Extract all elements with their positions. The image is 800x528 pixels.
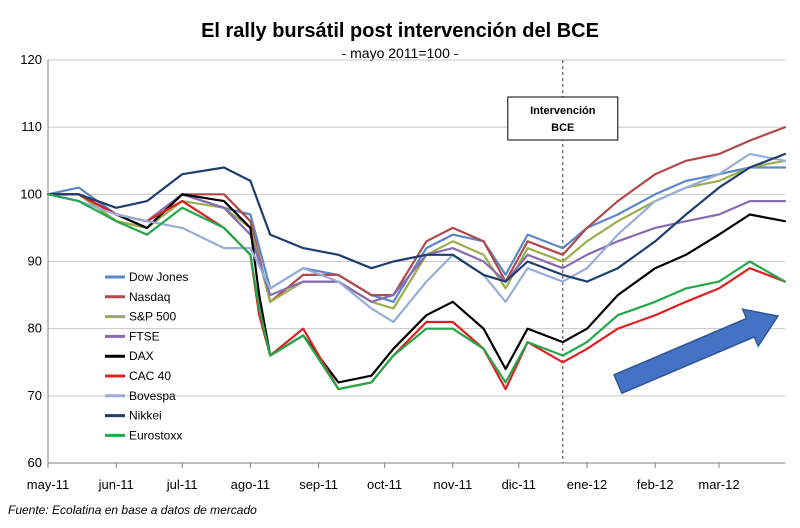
legend-label: FTSE	[129, 329, 160, 343]
legend-label: Nasdaq	[129, 290, 170, 304]
y-tick-label: 70	[28, 388, 42, 403]
series-lines	[46, 126, 787, 391]
series-line	[46, 193, 787, 391]
legend-label: CAC 40	[129, 369, 171, 383]
x-tick-label: mar-12	[698, 477, 739, 492]
y-tick-label: 100	[20, 186, 42, 201]
series-line	[46, 152, 787, 324]
trend-arrow	[613, 308, 780, 395]
x-tick-label: feb-12	[637, 477, 674, 492]
legend-label: DAX	[129, 349, 154, 363]
legend-label: Nikkei	[129, 409, 162, 423]
x-tick-label: ene-12	[567, 477, 607, 492]
x-tick-label: jul-11	[166, 477, 198, 492]
source-note: Fuente: Ecolatina en base a datos de mer…	[8, 503, 257, 517]
intervention-box	[507, 96, 619, 141]
chart-title: El rally bursátil post intervención del …	[201, 20, 599, 42]
legend: Dow Jones Nasdaq S&P 500 FTSE DAX CAC 40 Boves…	[105, 270, 188, 442]
x-tick-label: ago-11	[231, 477, 271, 492]
axes: 60 70 80 90 100 110 120 may-11 jun-11 jul-11 ago-1…	[20, 52, 785, 492]
legend-label: S&P 500	[129, 310, 176, 324]
x-tick-label: dic-11	[502, 477, 536, 492]
x-tick-label: nov-11	[433, 477, 472, 492]
chart-subtitle: - mayo 2011=100 -	[342, 45, 459, 61]
x-tick-label: may-11	[27, 477, 69, 492]
x-tick-label: sep-11	[299, 477, 338, 492]
annotation: Intervención BCE	[507, 60, 619, 463]
series-line	[46, 193, 787, 391]
trend-arrow-shape	[613, 308, 780, 395]
x-tick-label: oct-11	[367, 477, 402, 492]
intervention-label: BCE	[551, 122, 574, 134]
y-tick-label: 80	[28, 321, 42, 336]
y-tick-label: 120	[20, 52, 42, 67]
series-line	[46, 193, 787, 384]
intervention-label: Intervención	[530, 105, 596, 117]
y-tick-label: 110	[21, 119, 42, 134]
y-tick-label: 60	[28, 455, 42, 470]
legend-label: Bovespa	[129, 389, 176, 403]
y-tick-label: 90	[28, 254, 42, 269]
legend-label: Dow Jones	[129, 270, 188, 284]
legend-label: Eurostoxx	[129, 428, 182, 442]
x-tick-label: jun-11	[98, 477, 134, 492]
series-line	[46, 152, 787, 283]
